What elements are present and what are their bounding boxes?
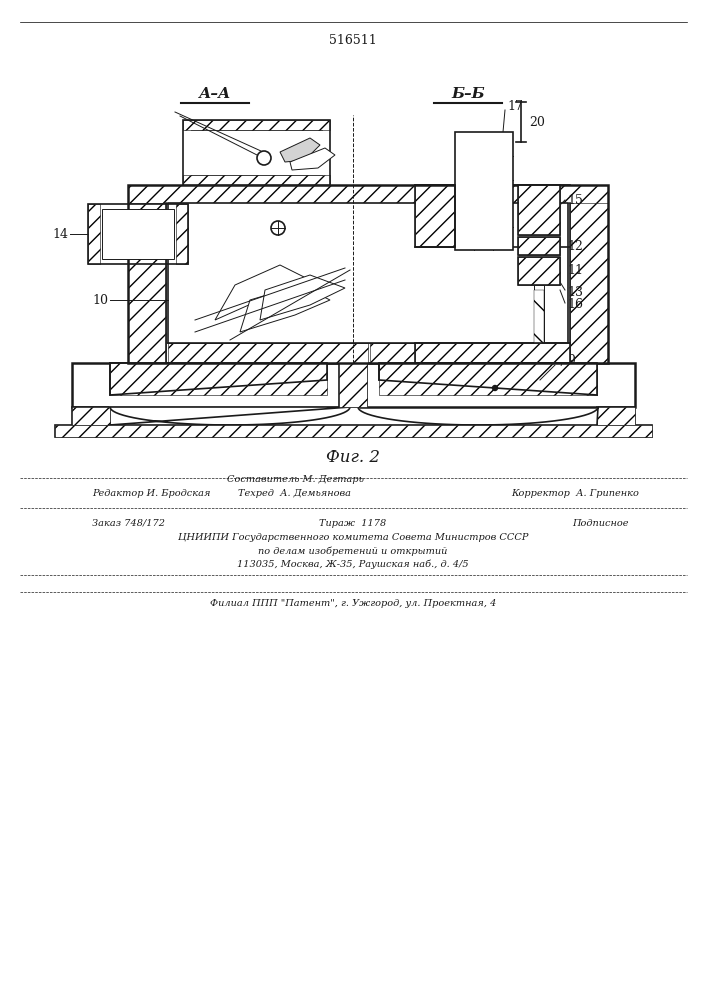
Text: ЦНИИПИ Государственного комитета Совета Министров СССР: ЦНИИПИ Государственного комитета Совета … — [178, 534, 528, 542]
Bar — [518, 237, 560, 255]
Bar — [597, 407, 635, 425]
Text: Подписное: Подписное — [572, 518, 629, 528]
Bar — [88, 204, 100, 264]
Bar — [72, 363, 635, 407]
Text: +: + — [115, 241, 124, 251]
Text: 7: 7 — [558, 357, 566, 369]
Text: Составитель М. Дегтарь: Составитель М. Дегтарь — [226, 476, 363, 485]
Text: А–А: А–А — [199, 87, 231, 101]
Text: 516511: 516511 — [329, 33, 377, 46]
Bar — [534, 290, 544, 358]
Text: Техред  А. Демьянова: Техред А. Демьянова — [238, 489, 351, 498]
Text: 18: 18 — [298, 235, 314, 248]
Bar — [518, 257, 560, 285]
Bar — [379, 363, 597, 395]
Bar — [72, 407, 110, 425]
Polygon shape — [240, 285, 330, 332]
Text: +: + — [115, 217, 124, 227]
Text: Тираж  1178: Тираж 1178 — [320, 518, 387, 528]
Text: 12: 12 — [567, 239, 583, 252]
Bar — [102, 209, 174, 259]
Text: Редактор И. Бродская: Редактор И. Бродская — [92, 489, 211, 498]
Bar — [128, 185, 166, 363]
Bar — [415, 185, 455, 247]
Bar — [415, 185, 455, 247]
Text: 10: 10 — [92, 294, 108, 306]
Text: по делам изобретений и открытий: по делам изобретений и открытий — [258, 546, 448, 556]
Text: +: + — [151, 241, 160, 251]
Bar — [128, 185, 608, 363]
Polygon shape — [280, 138, 320, 162]
Text: 13: 13 — [567, 286, 583, 298]
Polygon shape — [72, 407, 110, 425]
Bar — [183, 120, 330, 185]
Text: Корректор  А. Грипенко: Корректор А. Грипенко — [511, 489, 639, 498]
Text: Филиал ППП "Патент", г. Ужгород, ул. Проектная, 4: Филиал ППП "Патент", г. Ужгород, ул. Про… — [210, 599, 496, 608]
Bar — [183, 175, 330, 185]
Text: 19: 19 — [255, 263, 271, 276]
Text: 17: 17 — [507, 101, 523, 113]
Bar — [110, 363, 327, 395]
Bar — [518, 257, 560, 285]
Bar — [518, 237, 560, 255]
Text: 14: 14 — [52, 228, 68, 240]
Polygon shape — [215, 265, 310, 320]
Bar — [88, 204, 188, 264]
Polygon shape — [110, 407, 598, 425]
Text: 20: 20 — [529, 115, 545, 128]
Text: 15: 15 — [567, 194, 583, 207]
Bar — [415, 343, 570, 363]
Circle shape — [493, 385, 498, 390]
Text: 16: 16 — [567, 298, 583, 312]
Bar — [176, 204, 188, 264]
Polygon shape — [110, 363, 327, 395]
Polygon shape — [379, 363, 597, 395]
Bar — [534, 285, 544, 363]
Bar — [415, 343, 570, 363]
Bar — [518, 185, 560, 235]
Polygon shape — [290, 148, 335, 170]
Bar — [128, 185, 608, 203]
Bar — [55, 425, 652, 437]
Text: Заказ 748/172: Заказ 748/172 — [92, 518, 165, 528]
Text: 9: 9 — [567, 354, 575, 366]
Bar — [570, 185, 608, 363]
Text: Фиг. 2: Фиг. 2 — [326, 450, 380, 466]
Text: +: + — [151, 217, 160, 227]
Polygon shape — [597, 407, 635, 425]
Text: 11: 11 — [567, 264, 583, 277]
Bar — [370, 343, 570, 363]
Text: 113035, Москва, Ж-35, Раушская наб., д. 4/5: 113035, Москва, Ж-35, Раушская наб., д. … — [237, 559, 469, 569]
Polygon shape — [260, 275, 345, 320]
Bar — [455, 132, 513, 250]
Bar — [168, 203, 568, 343]
Bar — [183, 120, 330, 130]
Text: Б–Б: Б–Б — [451, 87, 485, 101]
Bar — [518, 185, 560, 235]
Bar — [55, 425, 652, 437]
Bar — [168, 343, 368, 363]
Bar — [339, 363, 367, 407]
